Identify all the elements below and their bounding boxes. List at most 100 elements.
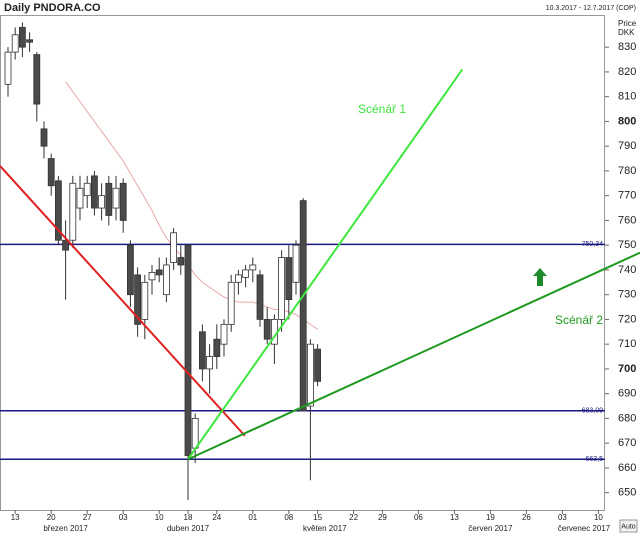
candle-body bbox=[314, 348, 322, 382]
trendline bbox=[0, 165, 246, 437]
candle-body bbox=[242, 269, 250, 278]
x-tick-label: 10 bbox=[155, 513, 164, 522]
y-tick-label: 720 bbox=[618, 313, 636, 325]
month-label: květen 2017 bbox=[303, 524, 347, 533]
candle-body bbox=[112, 187, 120, 209]
candle-body bbox=[148, 271, 156, 281]
x-tick-label: 06 bbox=[414, 513, 423, 522]
candle-body bbox=[306, 343, 314, 407]
y-tick-label: 680 bbox=[618, 412, 636, 424]
x-tick-label: 26 bbox=[522, 513, 531, 522]
month-label: červenec 2017 bbox=[558, 524, 611, 533]
y-tick-label: 750 bbox=[618, 239, 636, 251]
month-label: červen 2017 bbox=[468, 524, 513, 533]
x-tick-label: 27 bbox=[83, 513, 92, 522]
trendline bbox=[187, 251, 640, 461]
trendline bbox=[187, 68, 464, 460]
candle-body bbox=[4, 51, 12, 85]
auto-button[interactable] bbox=[619, 519, 638, 533]
candle-body bbox=[33, 54, 41, 105]
level-label: 750,34 bbox=[582, 241, 604, 248]
candle-body bbox=[47, 158, 55, 187]
month-label: duben 2017 bbox=[167, 524, 210, 533]
candle-body bbox=[18, 26, 26, 48]
x-tick-label: 03 bbox=[119, 513, 128, 522]
candle-body bbox=[184, 244, 192, 456]
y-tick-label: 670 bbox=[618, 437, 636, 449]
candle-body bbox=[170, 232, 178, 263]
y-tick-label: 760 bbox=[618, 214, 636, 226]
unit: DKK bbox=[618, 28, 635, 37]
x-tick-label: 22 bbox=[349, 513, 358, 522]
candle-body bbox=[105, 182, 113, 216]
level-label: 683,09 bbox=[582, 408, 604, 415]
annotation: Scénář 1 bbox=[358, 102, 406, 116]
date-range: 10.3.2017 - 12.7.2017 (COP) bbox=[546, 5, 636, 12]
candle-body bbox=[55, 180, 62, 241]
candle-body bbox=[278, 257, 286, 320]
x-tick-label: 15 bbox=[313, 513, 322, 522]
x-tick-label: 03 bbox=[558, 513, 567, 522]
y-tick-label: 830 bbox=[618, 41, 636, 53]
y-tick-label: 810 bbox=[618, 91, 636, 103]
candle-body bbox=[206, 356, 214, 370]
candle-body bbox=[162, 264, 170, 296]
x-tick-label: 10 bbox=[594, 513, 603, 522]
candle-body bbox=[220, 323, 228, 345]
candle-body bbox=[198, 331, 206, 370]
moving-average bbox=[65, 81, 318, 330]
candle-body bbox=[191, 418, 199, 449]
candle-body bbox=[292, 244, 300, 283]
candle-body bbox=[26, 39, 34, 43]
y-tick-label: 770 bbox=[618, 190, 636, 202]
candle-body bbox=[40, 128, 48, 147]
x-tick-label: 24 bbox=[212, 513, 221, 522]
candle-body bbox=[62, 239, 69, 251]
candle-body bbox=[83, 182, 91, 197]
candle-body bbox=[141, 281, 149, 320]
y-tick-label: 700 bbox=[618, 363, 636, 375]
candle-body bbox=[91, 175, 98, 209]
x-tick-label: 18 bbox=[184, 513, 193, 522]
candle-body bbox=[285, 257, 293, 301]
y-tick-label: 650 bbox=[618, 487, 636, 499]
auto-label[interactable]: Auto bbox=[621, 523, 636, 530]
candle-body bbox=[127, 244, 134, 296]
x-tick-label: 29 bbox=[378, 513, 387, 522]
annotation: Scénář 2 bbox=[555, 313, 603, 327]
y-tick-label: 710 bbox=[618, 338, 636, 350]
candle-body bbox=[98, 195, 105, 209]
candle-body bbox=[11, 34, 19, 53]
candle-body bbox=[76, 187, 84, 209]
y-label: Price bbox=[618, 19, 637, 28]
x-tick-label: 08 bbox=[284, 513, 293, 522]
y-tick-label: 790 bbox=[618, 140, 636, 152]
candle-body bbox=[177, 257, 185, 266]
y-tick-label: 780 bbox=[618, 165, 636, 177]
candle-body bbox=[227, 281, 235, 325]
month-label: březen 2017 bbox=[43, 524, 88, 533]
y-tick-label: 800 bbox=[618, 115, 636, 127]
candle-body bbox=[69, 182, 77, 241]
y-tick-label: 690 bbox=[618, 388, 636, 400]
candle-body bbox=[249, 264, 257, 271]
candle-body bbox=[119, 182, 127, 221]
candle-body bbox=[263, 319, 271, 340]
up-arrow bbox=[533, 268, 547, 286]
x-tick-label: 13 bbox=[11, 513, 20, 522]
level-label: 663,5 bbox=[585, 456, 603, 463]
candle-body bbox=[155, 269, 163, 276]
candle-body bbox=[256, 274, 264, 320]
candle-body bbox=[234, 274, 242, 283]
y-tick-label: 820 bbox=[618, 66, 636, 78]
plot-frame bbox=[0, 15, 605, 511]
x-tick-label: 19 bbox=[486, 513, 495, 522]
candle-body bbox=[134, 274, 142, 325]
candle-body bbox=[213, 338, 221, 357]
y-tick-label: 660 bbox=[618, 462, 636, 474]
x-tick-label: 20 bbox=[47, 513, 56, 522]
x-tick-label: 01 bbox=[248, 513, 257, 522]
y-tick-label: 730 bbox=[618, 289, 636, 301]
y-tick-label: 740 bbox=[618, 264, 636, 276]
